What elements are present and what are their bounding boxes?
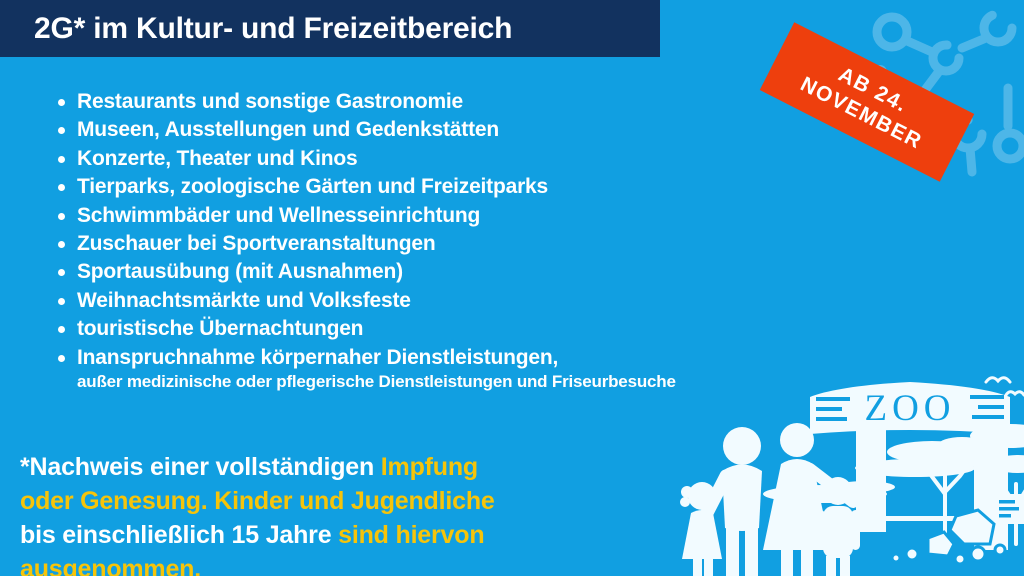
footnote-line: *Nachweis einer vollständigen Impfung — [20, 450, 580, 484]
footnote-line: oder Genesung. Kinder und Jugendliche — [20, 484, 580, 518]
list-item: Schwimmbäder und Wellnesseinrichtung — [56, 202, 776, 230]
list-item: Inanspruchnahme körpernaher Dienstleistu… — [56, 344, 776, 372]
footnote-highlight: Impfung — [380, 453, 478, 481]
footnote: *Nachweis einer vollständigen Impfung od… — [20, 450, 580, 576]
list-item: Museen, Ausstellungen und Gedenkstätten — [56, 116, 776, 144]
list-item: Zuschauer bei Sportveranstaltungen — [56, 230, 776, 258]
footnote-highlight: oder Genesung. Kinder und Jugendliche — [20, 487, 495, 515]
list-item: Konzerte, Theater und Kinos — [56, 145, 776, 173]
rocks — [890, 508, 1007, 566]
header-bar: 2G* im Kultur- und Freizeitbereich — [0, 0, 660, 57]
rules-list-section: Restaurants und sonstige Gastronomie Mus… — [56, 88, 776, 392]
footnote-text: *Nachweis einer vollständigen — [20, 453, 381, 481]
footnote-line: ausgenommen. — [20, 552, 580, 576]
zoo-gate: ZOO — [810, 382, 1010, 550]
footnote-line: bis einschließlich 15 Jahre sind hiervon — [20, 518, 580, 552]
footnote-highlight: ausgenommen. — [20, 555, 201, 576]
footnote-text: bis einschließlich 15 Jahre — [20, 521, 339, 549]
family-son — [816, 477, 860, 576]
family-silhouette — [680, 423, 860, 576]
list-subnote: außer medizinische oder pflegerische Die… — [77, 372, 676, 392]
list-item: touristische Übernachtungen — [56, 315, 776, 343]
family-dad — [700, 427, 762, 576]
family-daughter — [680, 482, 722, 576]
list-item: Weihnachtsmärkte und Volksfeste — [56, 287, 776, 315]
zoo-sign-text: ZOO — [864, 388, 955, 429]
zoo-family-scene-illustration: ZOO — [680, 376, 1024, 576]
list-item: Sportausübung (mit Ausnahmen) — [56, 258, 776, 286]
footnote-highlight: sind hiervon — [338, 521, 485, 549]
list-item: Restaurants und sonstige Gastronomie — [56, 88, 776, 116]
info-sign — [994, 494, 1024, 524]
acacia-tree-icon — [887, 437, 1024, 546]
list-item: Tierparks, zoologische Gärten und Freize… — [56, 173, 776, 201]
birds-icon — [984, 376, 1024, 397]
rules-list: Restaurants und sonstige Gastronomie Mus… — [56, 88, 776, 372]
page-title: 2G* im Kultur- und Freizeitbereich — [34, 11, 513, 45]
